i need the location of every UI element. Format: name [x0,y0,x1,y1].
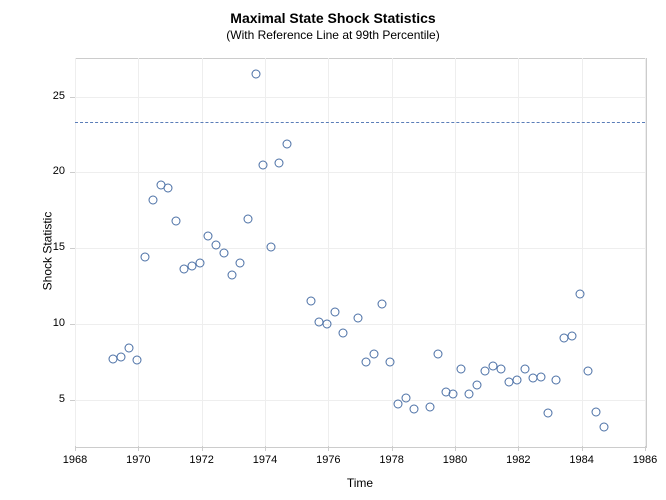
y-tick-label: 5 [35,393,65,405]
chart-title: Maximal State Shock Statistics [0,0,666,26]
data-point [338,329,347,338]
x-gridline [265,58,266,446]
data-point [124,344,133,353]
data-point [235,259,244,268]
x-tick-label: 1970 [118,454,158,466]
data-point [386,357,395,366]
data-point [378,300,387,309]
data-point [465,389,474,398]
data-point [544,409,553,418]
x-gridline [75,58,76,446]
x-tick [75,446,76,451]
x-tick-label: 1976 [308,454,348,466]
reference-line [75,122,645,123]
data-point [584,366,593,375]
y-gridline [75,248,645,249]
chart-subtitle: (With Reference Line at 99th Percentile) [0,26,666,42]
data-point [259,160,268,169]
data-point [306,297,315,306]
y-gridline [75,400,645,401]
data-point [211,241,220,250]
data-point [330,307,339,316]
data-point [520,365,529,374]
data-point [449,389,458,398]
data-point [219,248,228,257]
x-tick-label: 1978 [372,454,412,466]
data-point [132,356,141,365]
data-point [204,232,213,241]
data-point [552,376,561,385]
data-point [496,365,505,374]
data-point [267,242,276,251]
x-gridline [518,58,519,446]
data-point [283,139,292,148]
x-gridline [138,58,139,446]
data-point [409,404,418,413]
data-point [536,372,545,381]
x-tick-label: 1980 [435,454,475,466]
x-tick [392,446,393,451]
data-point [140,253,149,262]
x-tick [518,446,519,451]
x-gridline [582,58,583,446]
x-tick [265,446,266,451]
x-gridline [392,58,393,446]
data-point [401,394,410,403]
data-point [172,216,181,225]
data-point [275,159,284,168]
x-tick-label: 1982 [498,454,538,466]
x-tick-label: 1986 [625,454,665,466]
data-point [116,353,125,362]
x-tick-label: 1972 [182,454,222,466]
data-point [243,215,252,224]
y-tick-label: 10 [35,317,65,329]
data-point [354,313,363,322]
x-tick [582,446,583,451]
data-point [591,407,600,416]
plot-area [75,58,647,448]
x-tick-label: 1968 [55,454,95,466]
data-point [473,380,482,389]
data-point [425,403,434,412]
x-tick [138,446,139,451]
data-point [512,376,521,385]
x-gridline [202,58,203,446]
data-point [196,259,205,268]
x-gridline [645,58,646,446]
x-tick [328,446,329,451]
x-tick [202,446,203,451]
data-point [433,350,442,359]
data-point [227,271,236,280]
y-tick-label: 20 [35,165,65,177]
data-point [362,357,371,366]
y-tick-label: 15 [35,241,65,253]
y-tick-label: 25 [35,90,65,102]
data-point [457,365,466,374]
data-point [599,422,608,431]
y-gridline [75,172,645,173]
chart-container: Maximal State Shock Statistics (With Ref… [0,0,666,500]
x-gridline [328,58,329,446]
data-point [322,319,331,328]
x-tick-label: 1974 [245,454,285,466]
data-point [148,195,157,204]
x-tick [455,446,456,451]
x-tick-label: 1984 [562,454,602,466]
data-point [164,183,173,192]
data-point [394,400,403,409]
x-tick [645,446,646,451]
data-point [568,332,577,341]
x-axis-label: Time [340,476,380,490]
data-point [370,350,379,359]
data-point [576,289,585,298]
y-gridline [75,324,645,325]
y-gridline [75,97,645,98]
data-point [251,69,260,78]
x-gridline [455,58,456,446]
